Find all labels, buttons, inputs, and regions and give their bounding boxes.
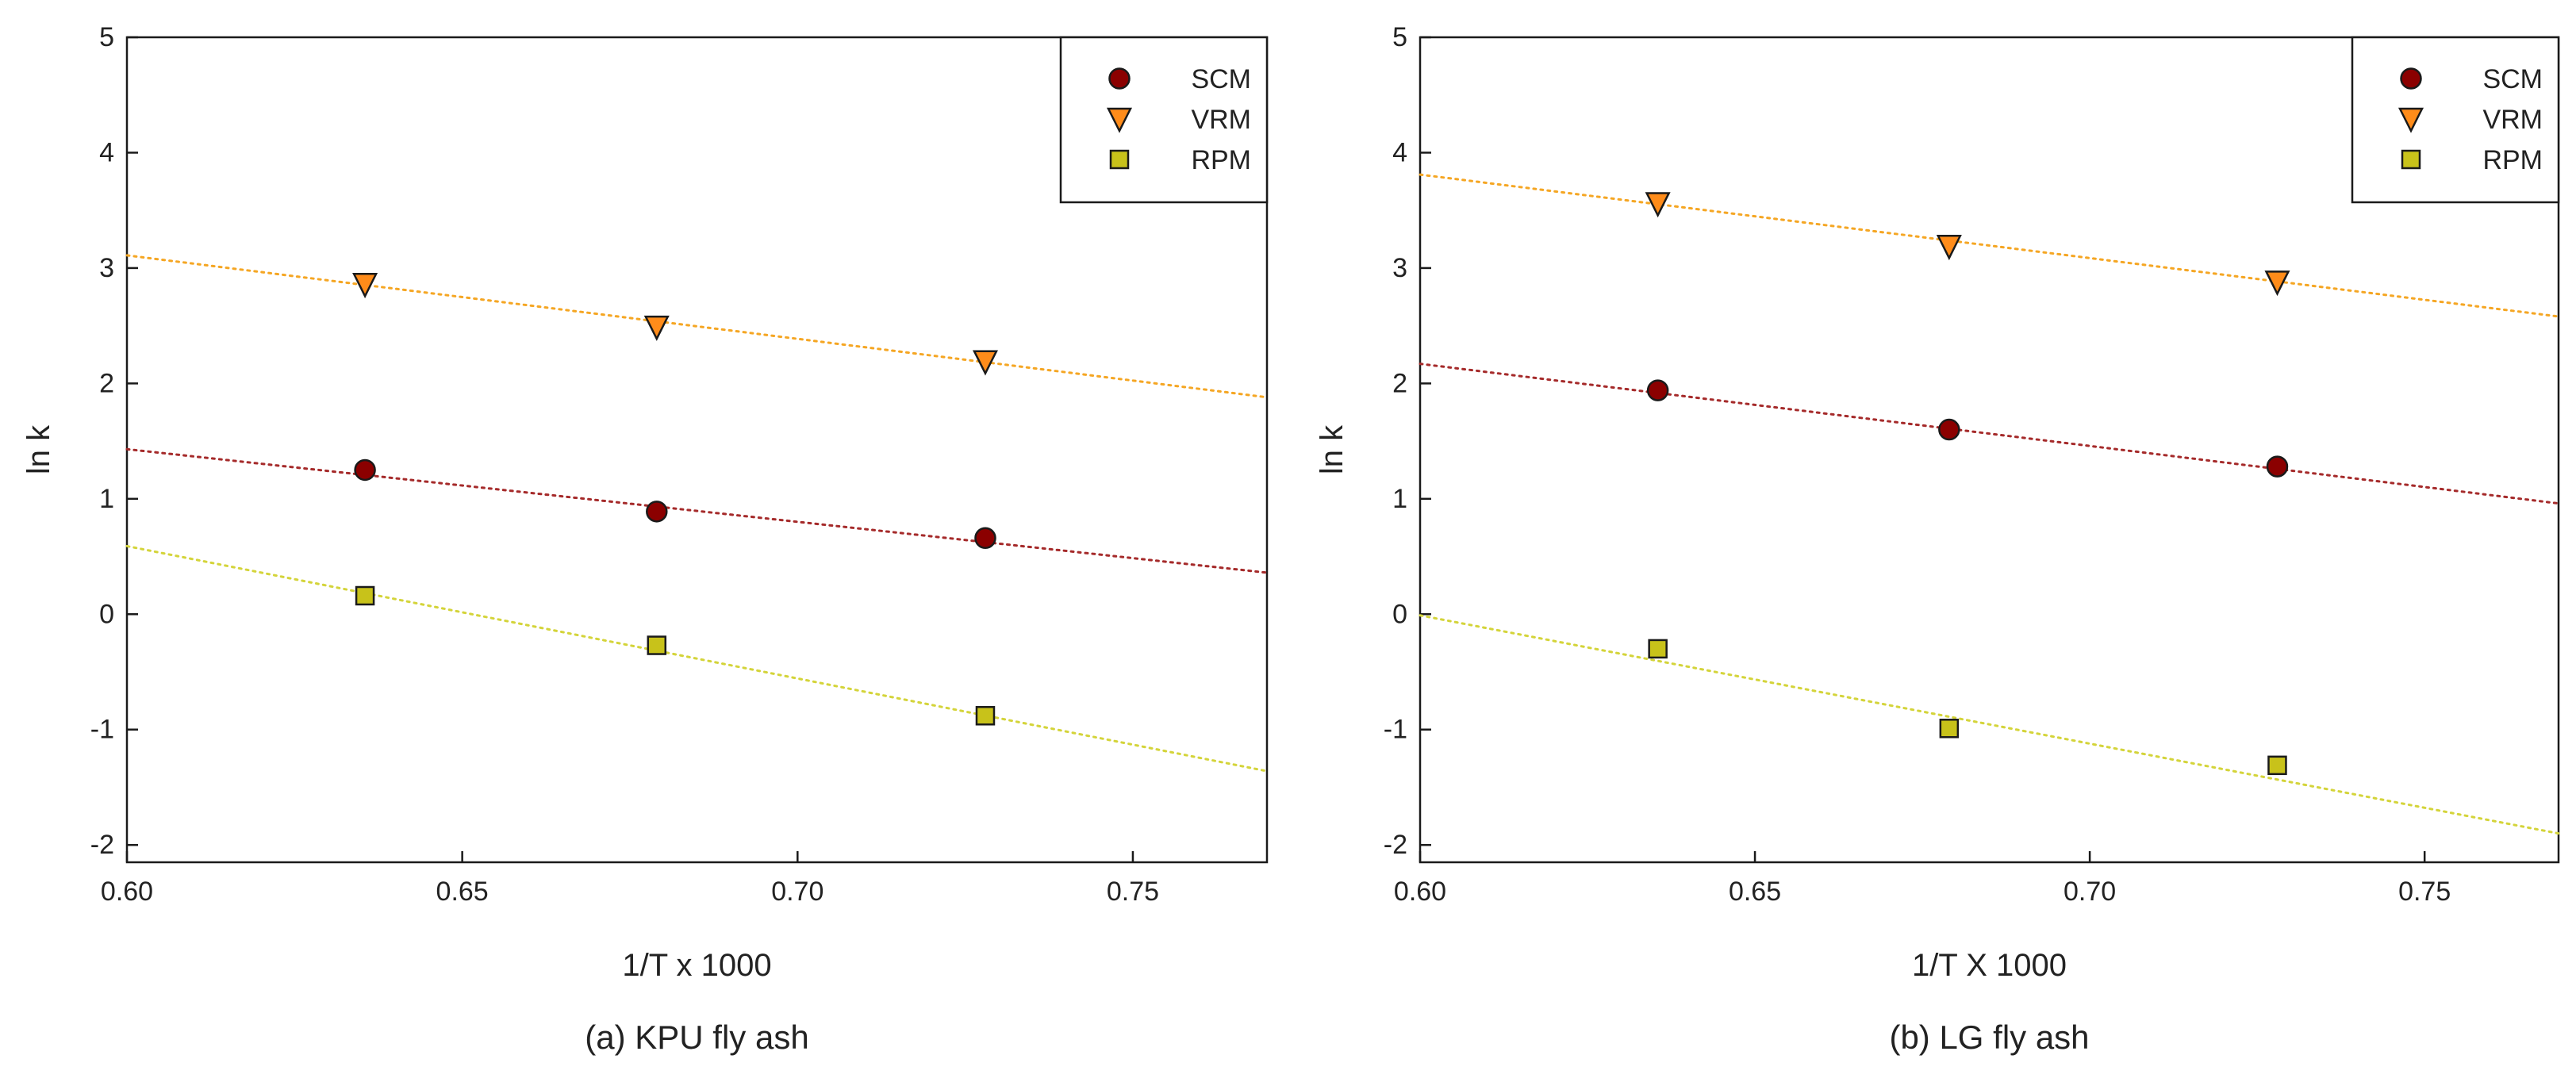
legend-box <box>1059 36 1269 204</box>
legend-label: VRM <box>1191 105 1251 135</box>
x-tick-label: 0.75 <box>2398 877 2451 907</box>
y-axis-label: ln k <box>1315 424 1349 474</box>
data-point-vrm <box>972 350 998 376</box>
x-axis-label: 1/T X 1000 <box>1912 948 2067 983</box>
fit-line-rpm <box>1419 614 2560 835</box>
y-tick-label: 3 <box>1392 253 1407 283</box>
legend-marker-scm <box>1108 67 1131 90</box>
x-tick-label: 0.70 <box>771 877 823 907</box>
data-point-scm <box>646 501 668 523</box>
legend-marker-scm <box>2400 67 2422 90</box>
chart-panel-1: -2 -1 0 1 2 3 4 5 0.60 0.65 0.70 0.75 1/T x 1000 ln k… <box>21 22 1269 1056</box>
fit-line-scm <box>125 447 1269 574</box>
y-tick-label: 4 <box>99 137 114 167</box>
legend-marker-rpm <box>1109 149 1130 170</box>
panel-caption: (a) KPU fly ash <box>585 1019 808 1056</box>
data-point-scm <box>1938 418 1960 441</box>
fit-line-scm <box>1419 363 2560 505</box>
legend-label: RPM <box>2482 145 2543 175</box>
y-tick-label: 0 <box>1392 599 1407 629</box>
y-tick-label: -1 <box>1384 715 1407 745</box>
legend-box <box>2351 36 2560 204</box>
data-point-rpm <box>1648 639 1668 659</box>
legend-label: SCM <box>2482 64 2543 94</box>
x-tick-label: 0.65 <box>436 877 489 907</box>
data-point-rpm <box>975 706 996 726</box>
data-point-vrm <box>643 315 670 341</box>
y-tick-label: 2 <box>99 368 114 398</box>
y-tick-label: 1 <box>1392 484 1407 514</box>
y-tick-label: 3 <box>99 253 114 283</box>
data-point-vrm <box>1645 192 1671 218</box>
x-tick-label: 0.70 <box>2063 877 2116 907</box>
y-tick-label: -2 <box>1384 830 1407 860</box>
data-point-scm <box>2266 455 2289 478</box>
data-point-vrm <box>352 273 378 299</box>
panel-caption: (b) LG fly ash <box>1889 1019 2089 1056</box>
data-point-rpm <box>355 585 375 606</box>
y-axis-label: ln k <box>21 424 56 474</box>
y-tick-label: -1 <box>90 715 114 745</box>
data-point-scm <box>354 459 376 482</box>
data-point-scm <box>1646 379 1669 401</box>
legend-marker-rpm <box>2401 149 2421 170</box>
y-tick-label: 4 <box>1392 137 1407 167</box>
data-point-rpm <box>1939 719 1960 739</box>
y-tick-label: 0 <box>99 599 114 629</box>
chart-panel-2: -2 -1 0 1 2 3 4 5 0.60 0.65 0.70 0.75 1/T X 1000 ln k… <box>1315 22 2560 1056</box>
legend-marker-vrm <box>1106 107 1133 133</box>
x-tick-label: 0.65 <box>1729 877 1781 907</box>
legend-label: RPM <box>1191 145 1251 175</box>
legend: SCM VRM RPM <box>1059 36 1269 204</box>
fit-line-rpm <box>125 544 1269 773</box>
data-point-rpm <box>2267 755 2287 776</box>
y-tick-label: 2 <box>1392 368 1407 398</box>
fit-line-vrm <box>1419 173 2560 318</box>
x-tick-label: 0.60 <box>101 877 153 907</box>
legend-marker-vrm <box>2397 107 2424 133</box>
y-tick-label: 5 <box>99 22 114 52</box>
legend-label: SCM <box>1191 64 1251 94</box>
y-tick-label: 1 <box>99 484 114 514</box>
legend: SCM VRM RPM <box>2351 36 2560 204</box>
y-tick-label: 5 <box>1392 22 1407 52</box>
data-point-scm <box>974 527 996 550</box>
legend-label: VRM <box>2482 105 2543 135</box>
data-point-rpm <box>647 635 667 655</box>
plot-frame <box>1419 36 2560 864</box>
data-point-vrm <box>2264 270 2290 297</box>
data-point-vrm <box>1936 235 1962 261</box>
fit-line-vrm <box>125 254 1269 399</box>
x-tick-label: 0.75 <box>1107 877 1159 907</box>
x-tick-label: 0.60 <box>1394 877 1446 907</box>
y-tick-label: -2 <box>90 830 114 860</box>
x-axis-label: 1/T x 1000 <box>622 948 771 983</box>
